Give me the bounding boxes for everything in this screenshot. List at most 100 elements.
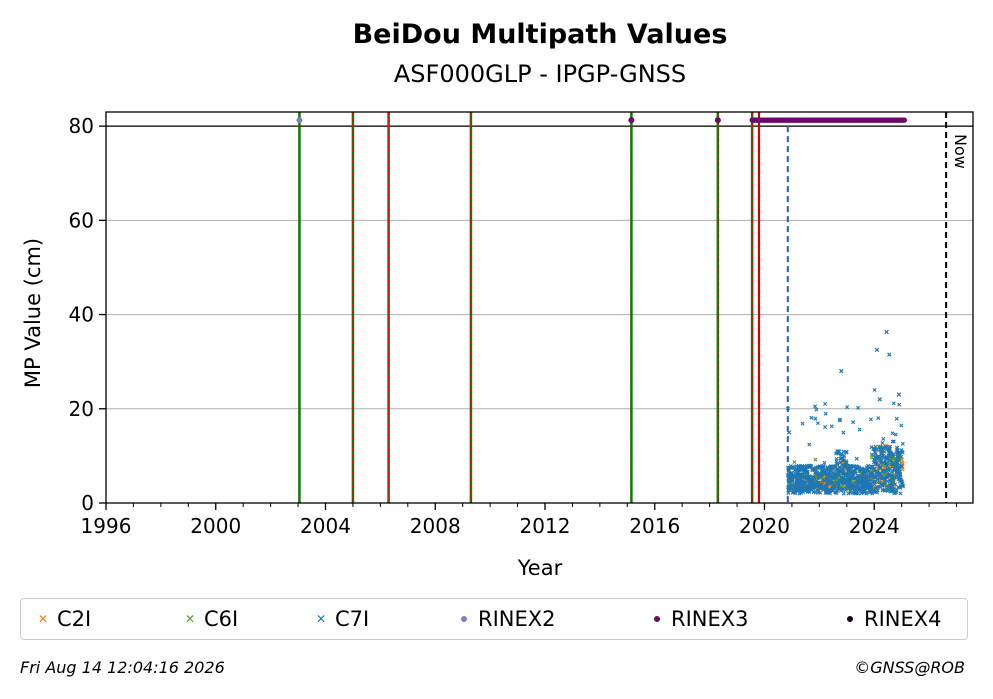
data-point-c7i [816, 483, 821, 487]
data-point-c7i [878, 480, 883, 485]
data-point-c7i [808, 481, 813, 486]
chart-subtitle: ASF000GLP - IPGP-GNSS [394, 60, 686, 88]
data-point-c7i [868, 487, 873, 491]
scatter-series-group [785, 329, 905, 496]
data-point-c7i [840, 457, 845, 462]
data-point-outlier [896, 392, 902, 397]
data-point-c7i [872, 387, 877, 392]
data-point-c7i [786, 473, 791, 478]
data-point-outlier [884, 329, 889, 335]
data-point-c7i [790, 490, 795, 495]
data-point-c2i [881, 466, 886, 470]
data-point-c7i [879, 476, 884, 481]
data-point-c7i [806, 485, 811, 490]
data-point-c7i [840, 487, 845, 492]
data-point-c7i [800, 474, 805, 479]
data-point-c7i [869, 464, 874, 469]
y-tick-label: 80 [69, 114, 94, 138]
data-point-c7i [860, 467, 865, 472]
dot-marker-icon [654, 616, 660, 622]
data-point-c7i [879, 457, 884, 462]
data-point-c7i [884, 473, 889, 478]
data-point-c7i [874, 460, 879, 465]
generated-timestamp: Fri Aug 14 12:04:16 2026 [20, 658, 225, 677]
data-point-c7i [855, 481, 860, 486]
data-point-c7i [801, 468, 806, 473]
data-point-c7i [823, 401, 828, 406]
now-label: Now [951, 134, 970, 169]
data-point-c7i [801, 480, 806, 485]
data-point-c7i [899, 448, 904, 453]
legend-item-rinex4: RINEX4 [836, 599, 942, 639]
data-point-c6i [792, 460, 797, 465]
legend: ✕ C2I ✕ C6I ✕ C7I RINEX2 RINEX3 RINEX4 [20, 598, 968, 640]
data-point-c7i [876, 416, 881, 421]
data-point-c7i [855, 473, 860, 478]
data-point-c7i [819, 473, 824, 478]
data-point-c7i [871, 446, 876, 451]
rinex-marker [628, 117, 635, 124]
data-point-c7i [863, 468, 868, 473]
data-point-c7i [900, 482, 905, 487]
data-point-c7i [834, 467, 839, 472]
data-point-c7i [839, 453, 844, 458]
data-point-c7i [802, 471, 807, 476]
credit-text: ©GNSS@ROB [854, 658, 965, 677]
data-point-c7i [838, 473, 843, 478]
data-point-c7i [875, 490, 880, 495]
x-tick-label: 2000 [190, 514, 241, 538]
data-point-c7i [790, 479, 795, 484]
plot-area: Now 1996 2000 2004 2008 2012 2016 2020 2024 0 20 40… [69, 111, 974, 538]
data-point-c7i [883, 461, 888, 466]
data-point-c7i [864, 465, 869, 470]
data-point-c7i [899, 423, 904, 428]
data-point-c7i [801, 490, 806, 495]
data-point-c7i [884, 484, 889, 489]
data-point-c7i [823, 425, 828, 429]
legend-item-c7i: ✕ C7I [307, 599, 369, 639]
x-tick-label: 2012 [520, 514, 571, 538]
data-point-c7i [879, 483, 884, 488]
x-marker-icon: ✕ [184, 612, 196, 626]
chart-title: BeiDou Multipath Values [353, 19, 728, 50]
rinex-marker [296, 117, 303, 124]
data-point-c7i [821, 465, 826, 470]
data-point-c7i [797, 491, 802, 496]
data-point-c7i [843, 488, 848, 493]
rinex-marker [901, 117, 908, 123]
data-point-c7i [815, 488, 820, 493]
data-point-c7i [823, 411, 828, 416]
data-point-c7i [811, 485, 816, 490]
data-point-c7i [833, 490, 838, 495]
data-point-c7i [811, 477, 816, 482]
data-point-c7i [786, 466, 791, 471]
x-tick-label: 2008 [410, 514, 461, 538]
legend-item-rinex2: RINEX2 [450, 599, 556, 639]
data-point-c7i [835, 449, 840, 454]
data-point-c7i [868, 417, 873, 422]
data-point-c7i [860, 474, 865, 479]
y-tick-label: 40 [69, 303, 94, 327]
data-point-c7i [789, 483, 794, 488]
x-tick-label: 2004 [300, 514, 351, 538]
x-marker-icon: ✕ [37, 612, 49, 626]
data-point-c7i [794, 486, 799, 491]
data-point-c7i [828, 464, 833, 469]
data-point-c7i [895, 468, 900, 473]
data-point-c7i [840, 467, 845, 472]
data-point-c7i [847, 465, 852, 470]
data-point-c7i [892, 466, 896, 471]
data-point-c7i [825, 482, 830, 487]
data-point-c7i [829, 468, 834, 473]
data-point-c7i [850, 474, 855, 479]
data-point-c7i [840, 456, 845, 461]
data-point-c7i [861, 486, 866, 491]
data-point-c7i [895, 452, 900, 457]
data-point-outlier [839, 368, 844, 374]
data-point-c7i [889, 472, 894, 477]
data-point-c7i [880, 451, 885, 456]
data-point-c7i [881, 446, 886, 451]
data-point-c7i [842, 464, 847, 469]
data-point-c7i [786, 478, 791, 483]
data-point-c7i [861, 476, 866, 481]
